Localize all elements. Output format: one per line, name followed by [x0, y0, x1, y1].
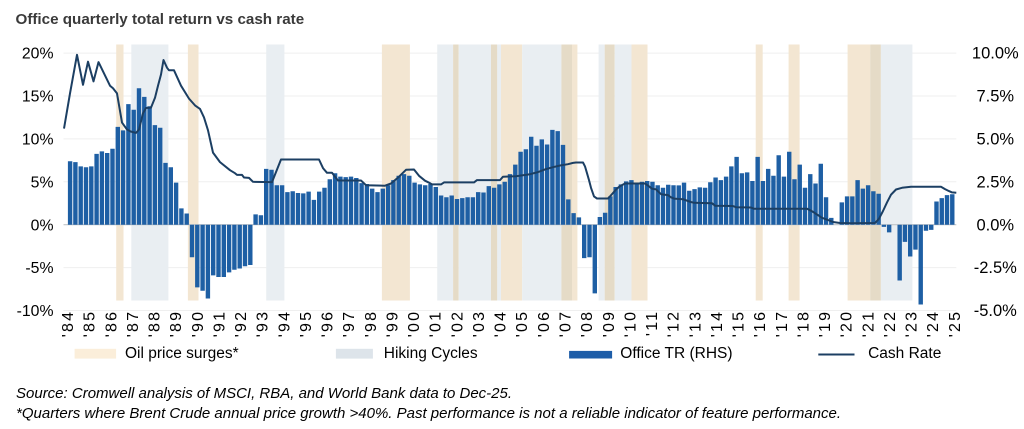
svg-text:'96: '96: [320, 310, 337, 337]
svg-text:'93: '93: [255, 310, 272, 337]
svg-text:'01: '01: [428, 310, 445, 337]
svg-text:'21: '21: [860, 310, 877, 337]
svg-text:'11: '11: [644, 310, 661, 336]
svg-text:10%: 10%: [22, 132, 54, 149]
svg-text:'89: '89: [168, 310, 185, 337]
svg-text:'18: '18: [795, 310, 812, 337]
svg-text:20%: 20%: [22, 46, 54, 63]
svg-text:'05: '05: [514, 310, 531, 337]
svg-text:Oil price surges*: Oil price surges*: [125, 345, 239, 362]
svg-text:'86: '86: [103, 310, 120, 337]
svg-text:-2.5%: -2.5%: [974, 259, 1017, 277]
svg-text:'08: '08: [579, 310, 596, 337]
svg-text:'25: '25: [947, 310, 964, 337]
svg-text:15%: 15%: [22, 89, 54, 106]
svg-text:'19: '19: [817, 310, 834, 337]
svg-text:-5.0%: -5.0%: [974, 302, 1017, 320]
svg-text:'22: '22: [882, 310, 899, 337]
svg-text:Office TR (RHS): Office TR (RHS): [620, 345, 732, 362]
svg-text:'92: '92: [233, 310, 250, 337]
svg-text:'06: '06: [536, 310, 553, 337]
svg-text:'87: '87: [125, 310, 142, 337]
svg-text:5.0%: 5.0%: [976, 131, 1014, 149]
svg-text:-10%: -10%: [17, 303, 54, 320]
svg-text:'03: '03: [471, 310, 488, 337]
svg-text:'90: '90: [190, 310, 207, 337]
svg-text:'09: '09: [601, 310, 618, 337]
svg-text:0.0%: 0.0%: [976, 216, 1014, 234]
svg-text:'15: '15: [731, 310, 748, 337]
svg-text:2.5%: 2.5%: [976, 173, 1014, 191]
svg-text:-5%: -5%: [25, 260, 53, 277]
svg-text:'98: '98: [363, 310, 380, 337]
svg-text:'13: '13: [687, 310, 704, 337]
svg-text:'85: '85: [82, 310, 99, 337]
svg-text:'88: '88: [147, 310, 164, 337]
svg-text:*Quarters where Brent Crude an: *Quarters where Brent Crude annual price…: [16, 405, 841, 422]
svg-text:10.0%: 10.0%: [972, 45, 1019, 63]
svg-text:'99: '99: [384, 310, 401, 337]
svg-text:'17: '17: [774, 310, 791, 337]
svg-text:'04: '04: [493, 310, 510, 337]
svg-text:Office quarterly total return: Office quarterly total return vs cash ra…: [16, 11, 305, 28]
svg-text:0%: 0%: [31, 217, 54, 234]
svg-text:5%: 5%: [31, 174, 54, 191]
svg-text:'10: '10: [622, 310, 639, 337]
svg-text:'84: '84: [60, 310, 77, 337]
svg-text:Hiking Cycles: Hiking Cycles: [384, 345, 478, 362]
svg-text:'23: '23: [904, 310, 921, 337]
svg-text:Source: Cromwell analysis of M: Source: Cromwell analysis of MSCI, RBA, …: [16, 385, 512, 402]
svg-text:7.5%: 7.5%: [976, 88, 1014, 106]
svg-text:'95: '95: [298, 310, 315, 337]
svg-text:'97: '97: [341, 310, 358, 337]
svg-text:'16: '16: [752, 310, 769, 337]
svg-text:'02: '02: [449, 310, 466, 337]
svg-text:'12: '12: [666, 310, 683, 337]
svg-text:'91: '91: [211, 310, 228, 337]
svg-text:'20: '20: [839, 310, 856, 337]
svg-text:'94: '94: [276, 310, 293, 337]
svg-text:'24: '24: [925, 310, 942, 337]
svg-text:'14: '14: [709, 310, 726, 337]
svg-text:Cash Rate: Cash Rate: [868, 345, 941, 362]
svg-text:'00: '00: [406, 310, 423, 337]
svg-text:'07: '07: [558, 310, 575, 337]
